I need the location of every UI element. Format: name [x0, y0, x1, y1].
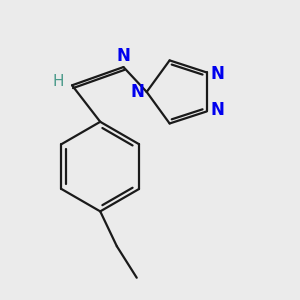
Text: N: N [210, 65, 224, 83]
Text: N: N [130, 83, 144, 101]
Text: N: N [210, 101, 224, 119]
Text: H: H [52, 74, 64, 89]
Text: N: N [116, 47, 130, 65]
